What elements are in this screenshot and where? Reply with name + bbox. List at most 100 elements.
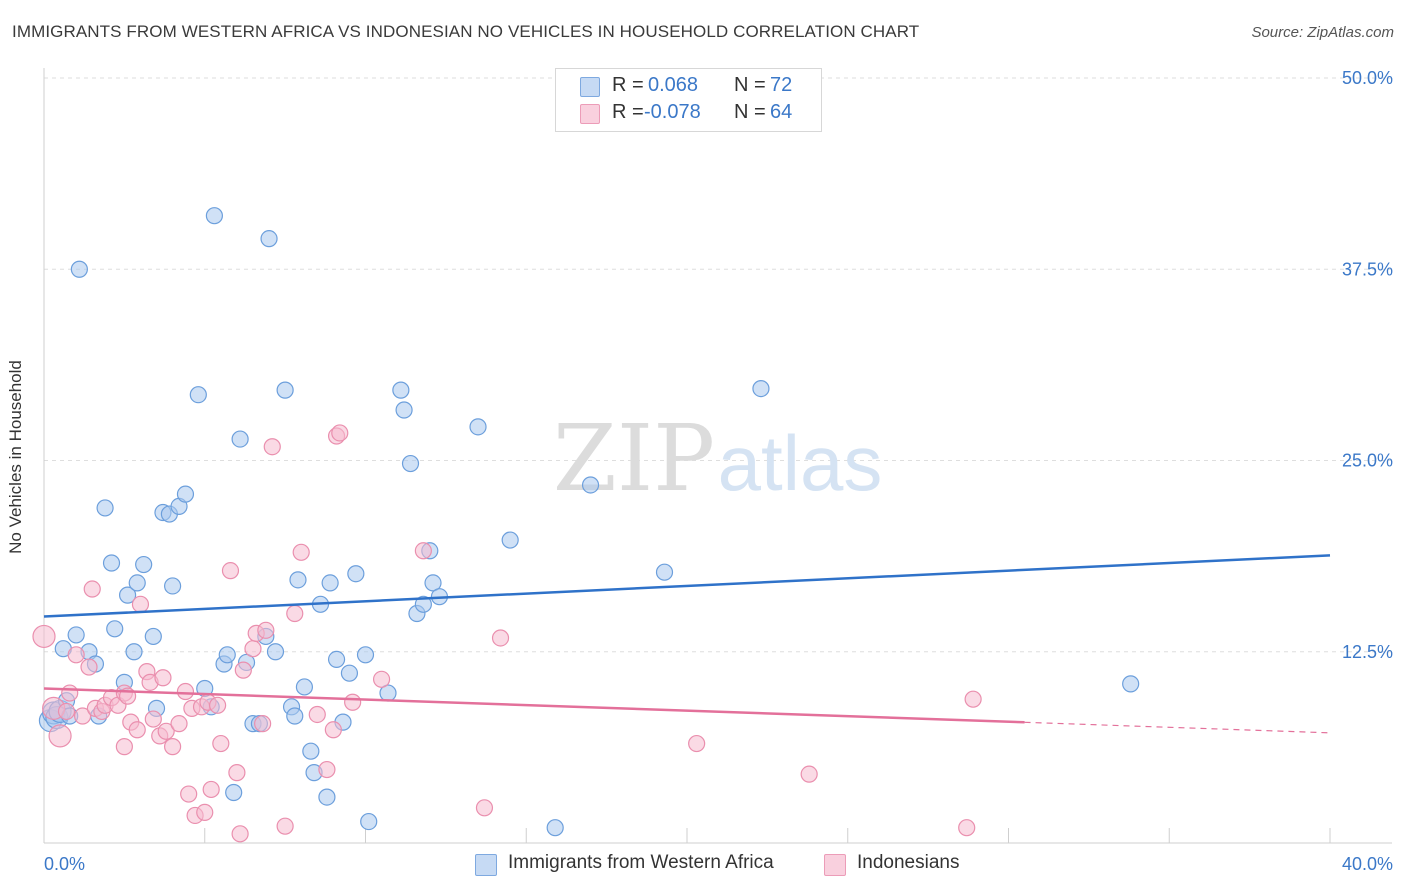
data-point-blue <box>260 230 278 248</box>
data-point-blue <box>395 401 413 419</box>
data-point-pink <box>228 764 246 782</box>
data-point-blue <box>102 554 121 572</box>
data-point-blue <box>295 678 314 696</box>
data-point-pink <box>157 722 175 740</box>
data-point-pink <box>221 562 240 580</box>
legend-r-label: R = <box>612 101 644 123</box>
data-point-blue <box>266 643 285 661</box>
data-point-pink <box>244 640 262 658</box>
data-point-pink <box>80 658 98 676</box>
data-point-blue <box>581 476 600 494</box>
y-tick-label: 37.5% <box>1342 259 1393 279</box>
data-point-blue <box>360 812 378 831</box>
series-blue-points <box>38 207 1140 837</box>
data-point-pink <box>257 621 275 639</box>
data-point-blue <box>276 381 294 399</box>
data-point-blue <box>752 379 770 398</box>
data-point-blue <box>176 485 195 503</box>
grid-lines <box>44 77 1392 653</box>
trend-line-blue <box>43 554 1331 618</box>
bottom-legend-label-blue: Immigrants from Western Africa <box>508 852 774 873</box>
data-point-blue <box>118 586 137 604</box>
y-tick-labels: 12.5% 25.0% 37.5% 50.0% <box>1342 68 1393 662</box>
data-point-blue <box>231 430 249 448</box>
data-point-pink <box>57 702 76 721</box>
data-point-blue <box>655 563 674 581</box>
data-point-pink <box>254 715 272 733</box>
trend-line-pink-extension <box>1024 721 1331 734</box>
data-point-blue <box>96 499 114 517</box>
data-point-pink <box>180 785 198 803</box>
data-point-pink <box>170 715 188 733</box>
watermark: ZIP atlas <box>553 405 882 512</box>
series-pink-points <box>32 424 982 843</box>
correlation-legend: R = 0.068 N = 72 R = -0.078 N = 64 <box>555 68 822 132</box>
data-point-blue <box>189 386 207 404</box>
data-point-pink <box>212 734 230 753</box>
data-point-blue <box>218 646 236 664</box>
data-point-blue <box>67 626 85 644</box>
data-point-blue <box>1122 675 1140 693</box>
data-point-pink <box>491 629 510 647</box>
bottom-legend-swatch-blue <box>475 854 497 876</box>
data-point-pink <box>318 760 336 779</box>
data-point-pink <box>964 690 982 708</box>
bottom-legend-label-pink: Indonesians <box>857 852 960 873</box>
data-point-blue <box>286 707 304 725</box>
data-point-pink <box>164 738 182 756</box>
data-point-blue <box>414 595 432 613</box>
x-tick-label: 0.0% <box>44 854 85 874</box>
data-point-blue <box>164 577 182 595</box>
data-point-pink <box>263 438 281 456</box>
legend-r-label: R = <box>612 74 644 96</box>
data-point-blue <box>424 574 442 592</box>
data-point-blue <box>392 381 410 399</box>
data-point-pink <box>292 543 310 561</box>
data-point-blue <box>469 418 487 436</box>
data-point-pink <box>202 780 220 799</box>
bottom-legend-swatch-pink <box>824 854 846 876</box>
data-point-blue <box>302 742 320 760</box>
data-point-pink <box>61 684 79 702</box>
data-point-pink <box>154 669 172 687</box>
source-label: Source: ZipAtlas.com <box>1251 24 1394 41</box>
data-point-pink <box>958 819 976 837</box>
data-point-blue <box>144 627 162 646</box>
data-point-pink <box>234 661 252 679</box>
data-point-blue <box>289 571 307 589</box>
data-point-blue <box>318 788 336 806</box>
data-point-pink <box>331 424 349 442</box>
y-tick-label: 25.0% <box>1342 451 1393 471</box>
chart-title: IMMIGRANTS FROM WESTERN AFRICA VS INDONE… <box>12 22 920 41</box>
data-point-pink <box>308 705 326 724</box>
data-point-blue <box>546 819 564 837</box>
data-point-pink <box>800 765 818 783</box>
data-point-pink <box>209 696 227 714</box>
legend-n-label: N = <box>734 74 766 96</box>
legend-r-value-pink: -0.078 <box>644 101 701 123</box>
data-point-pink <box>286 604 304 623</box>
data-point-blue <box>106 620 124 638</box>
data-point-pink <box>344 693 362 711</box>
data-point-pink <box>128 721 146 739</box>
data-point-pink <box>176 682 195 701</box>
data-point-pink <box>688 734 706 753</box>
data-point-blue <box>321 574 339 592</box>
y-tick-label: 12.5% <box>1342 642 1393 662</box>
watermark-zip: ZIP <box>553 405 715 512</box>
data-point-blue <box>501 531 519 549</box>
data-point-pink <box>414 542 432 560</box>
data-point-blue <box>128 574 146 592</box>
trend-lines <box>43 554 1331 734</box>
legend-swatch-blue <box>580 77 600 97</box>
data-point-pink <box>196 803 214 822</box>
x-tick-labels: 0.0% 40.0% <box>44 854 1393 874</box>
y-tick-label: 50.0% <box>1342 68 1393 88</box>
data-point-pink <box>475 799 494 817</box>
data-point-pink <box>276 817 294 835</box>
data-point-blue <box>340 664 359 682</box>
data-point-pink <box>32 624 56 649</box>
data-point-pink <box>231 825 249 843</box>
data-point-blue <box>205 207 223 225</box>
legend-swatch-pink <box>580 104 600 124</box>
